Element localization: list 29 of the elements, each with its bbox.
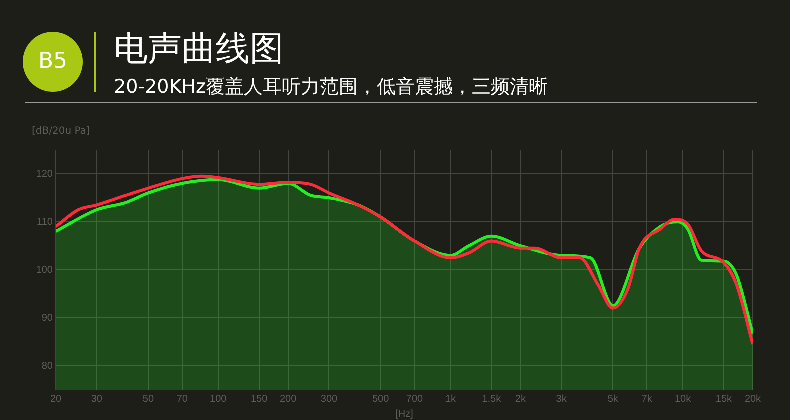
- x-tick-label: 3k: [556, 394, 568, 405]
- x-tick-label: 30: [91, 394, 103, 405]
- x-tick-label: 15k: [716, 394, 734, 405]
- y-axis-title: [dB/20u Pa]: [32, 126, 90, 137]
- x-tick-label: 1.5k: [482, 394, 502, 405]
- x-tick-label: 7k: [642, 394, 654, 405]
- y-tick-label: 100: [36, 264, 54, 276]
- y-tick-label: 120: [36, 168, 54, 180]
- x-tick-label: 150: [250, 394, 268, 405]
- x-tick-label: 10k: [675, 394, 692, 405]
- x-axis-title: [Hz]: [396, 408, 414, 420]
- text: B5: [23, 32, 83, 92]
- x-tick-label: 20: [50, 394, 62, 405]
- x-tick-label: 500: [372, 394, 390, 405]
- x-tick-label: 700: [406, 394, 424, 405]
- x-tick-label: 5k: [608, 394, 620, 405]
- x-tick-label: 50: [142, 394, 154, 405]
- x-tick-label: 200: [280, 394, 298, 405]
- chart-title: 电声曲线图: [114, 28, 284, 71]
- x-tick-label: 100: [210, 394, 228, 405]
- y-tick-label: 110: [37, 216, 54, 228]
- x-tick-label: 1k: [445, 394, 458, 405]
- x-tick-label: 20k: [744, 394, 762, 405]
- x-tick-label: 300: [320, 394, 338, 405]
- x-tick-label: 2k: [515, 394, 527, 405]
- y-tick-label: 90: [42, 312, 54, 324]
- x-tick-label: 70: [176, 394, 188, 405]
- chart-subtitle: 20-20KHz覆盖人耳听力范围，低音震撼，三频清晰: [114, 75, 548, 100]
- y-tick-label: 80: [42, 360, 54, 372]
